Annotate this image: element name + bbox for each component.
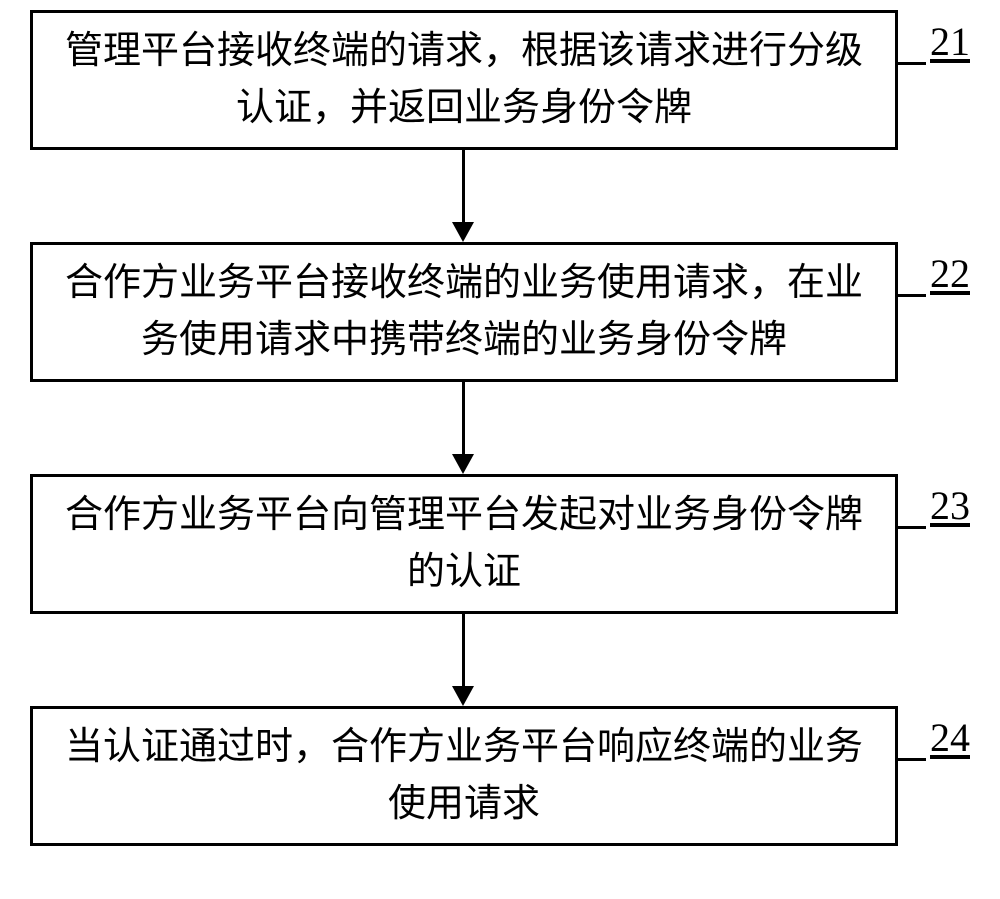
arrow-22-23-line (462, 382, 465, 454)
flow-node-21: 管理平台接收终端的请求，根据该请求进行分级认证，并返回业务身份令牌 (30, 10, 898, 150)
arrow-23-24-line (462, 614, 465, 686)
flow-label-21: 21 (930, 18, 970, 65)
flow-label-23: 23 (930, 482, 970, 529)
flow-node-24: 当认证通过时，合作方业务平台响应终端的业务使用请求 (30, 706, 898, 846)
label-tick-24 (898, 758, 926, 761)
flow-node-22: 合作方业务平台接收终端的业务使用请求，在业务使用请求中携带终端的业务身份令牌 (30, 242, 898, 382)
arrow-21-22-line (462, 150, 465, 222)
arrow-22-23-head (452, 454, 474, 474)
arrow-21-22-head (452, 222, 474, 242)
label-tick-21 (898, 62, 926, 65)
flow-node-22-text: 合作方业务平台接收终端的业务使用请求，在业务使用请求中携带终端的业务身份令牌 (53, 255, 875, 369)
flowchart-canvas: 管理平台接收终端的请求，根据该请求进行分级认证，并返回业务身份令牌 21 合作方… (0, 0, 1000, 899)
flow-label-22: 22 (930, 250, 970, 297)
flow-node-23: 合作方业务平台向管理平台发起对业务身份令牌的认证 (30, 474, 898, 614)
flow-node-24-text: 当认证通过时，合作方业务平台响应终端的业务使用请求 (53, 719, 875, 833)
flow-node-21-text: 管理平台接收终端的请求，根据该请求进行分级认证，并返回业务身份令牌 (53, 23, 875, 137)
label-tick-23 (898, 526, 926, 529)
flow-label-24: 24 (930, 714, 970, 761)
label-tick-22 (898, 294, 926, 297)
arrow-23-24-head (452, 686, 474, 706)
flow-node-23-text: 合作方业务平台向管理平台发起对业务身份令牌的认证 (53, 487, 875, 601)
